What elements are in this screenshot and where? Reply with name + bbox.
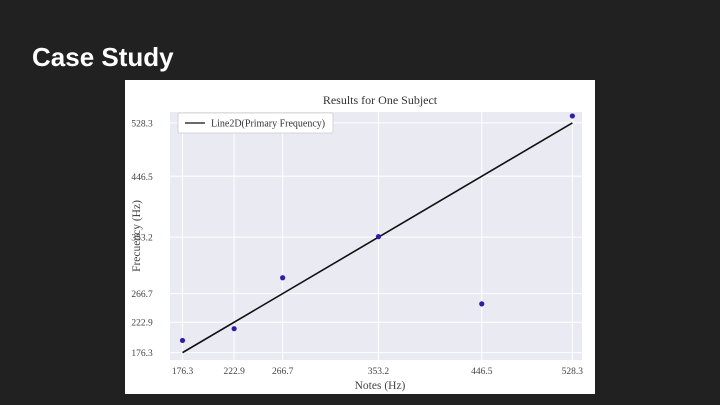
- data-point: [569, 113, 575, 119]
- y-tick-label: 528.3: [131, 119, 153, 129]
- data-point: [280, 275, 286, 281]
- chart-title: Results for One Subject: [323, 93, 438, 107]
- data-point: [231, 326, 237, 332]
- data-point: [375, 234, 382, 240]
- x-tick-label: 266.7: [272, 367, 294, 377]
- x-tick-label: 353.2: [368, 367, 390, 377]
- data-marks: [179, 113, 575, 354]
- slide-title: Case Study: [32, 42, 174, 72]
- y-tick-label: 353.2: [131, 234, 153, 244]
- x-tick-label: 528.3: [562, 367, 584, 377]
- legend-label: Line2D(Primary Frequency): [211, 119, 325, 130]
- chart-figure: Results for One Subject 528.3 446.5 353.2 2…: [125, 80, 595, 394]
- x-tick-labels: 176.3 222.9 266.7 353.2 446.5 528.3: [172, 367, 583, 377]
- x-tick-label: 446.5: [471, 367, 493, 377]
- grid-lines: [170, 112, 582, 360]
- data-point: [179, 337, 186, 344]
- y-tick-label: 176.3: [131, 349, 153, 359]
- x-tick-label: 222.9: [223, 367, 245, 377]
- x-tick-label: 176.3: [172, 367, 194, 377]
- x-axis-label: Notes (Hz): [355, 380, 406, 392]
- data-point: [479, 301, 485, 307]
- legend: Line2D(Primary Frequency): [177, 112, 334, 134]
- y-tick-label: 222.9: [131, 319, 153, 329]
- y-tick-labels: 528.3 446.5 353.2 266.7 222.9 176.3: [131, 119, 153, 359]
- legend-box: [177, 112, 334, 134]
- y-tick-label: 446.5: [131, 173, 153, 183]
- y-tick-label: 266.7: [131, 290, 153, 300]
- chart-svg: Results for One Subject 528.3 446.5 353.2 2…: [131, 93, 583, 392]
- y-axis-label: Frecuency (Hz): [131, 200, 143, 272]
